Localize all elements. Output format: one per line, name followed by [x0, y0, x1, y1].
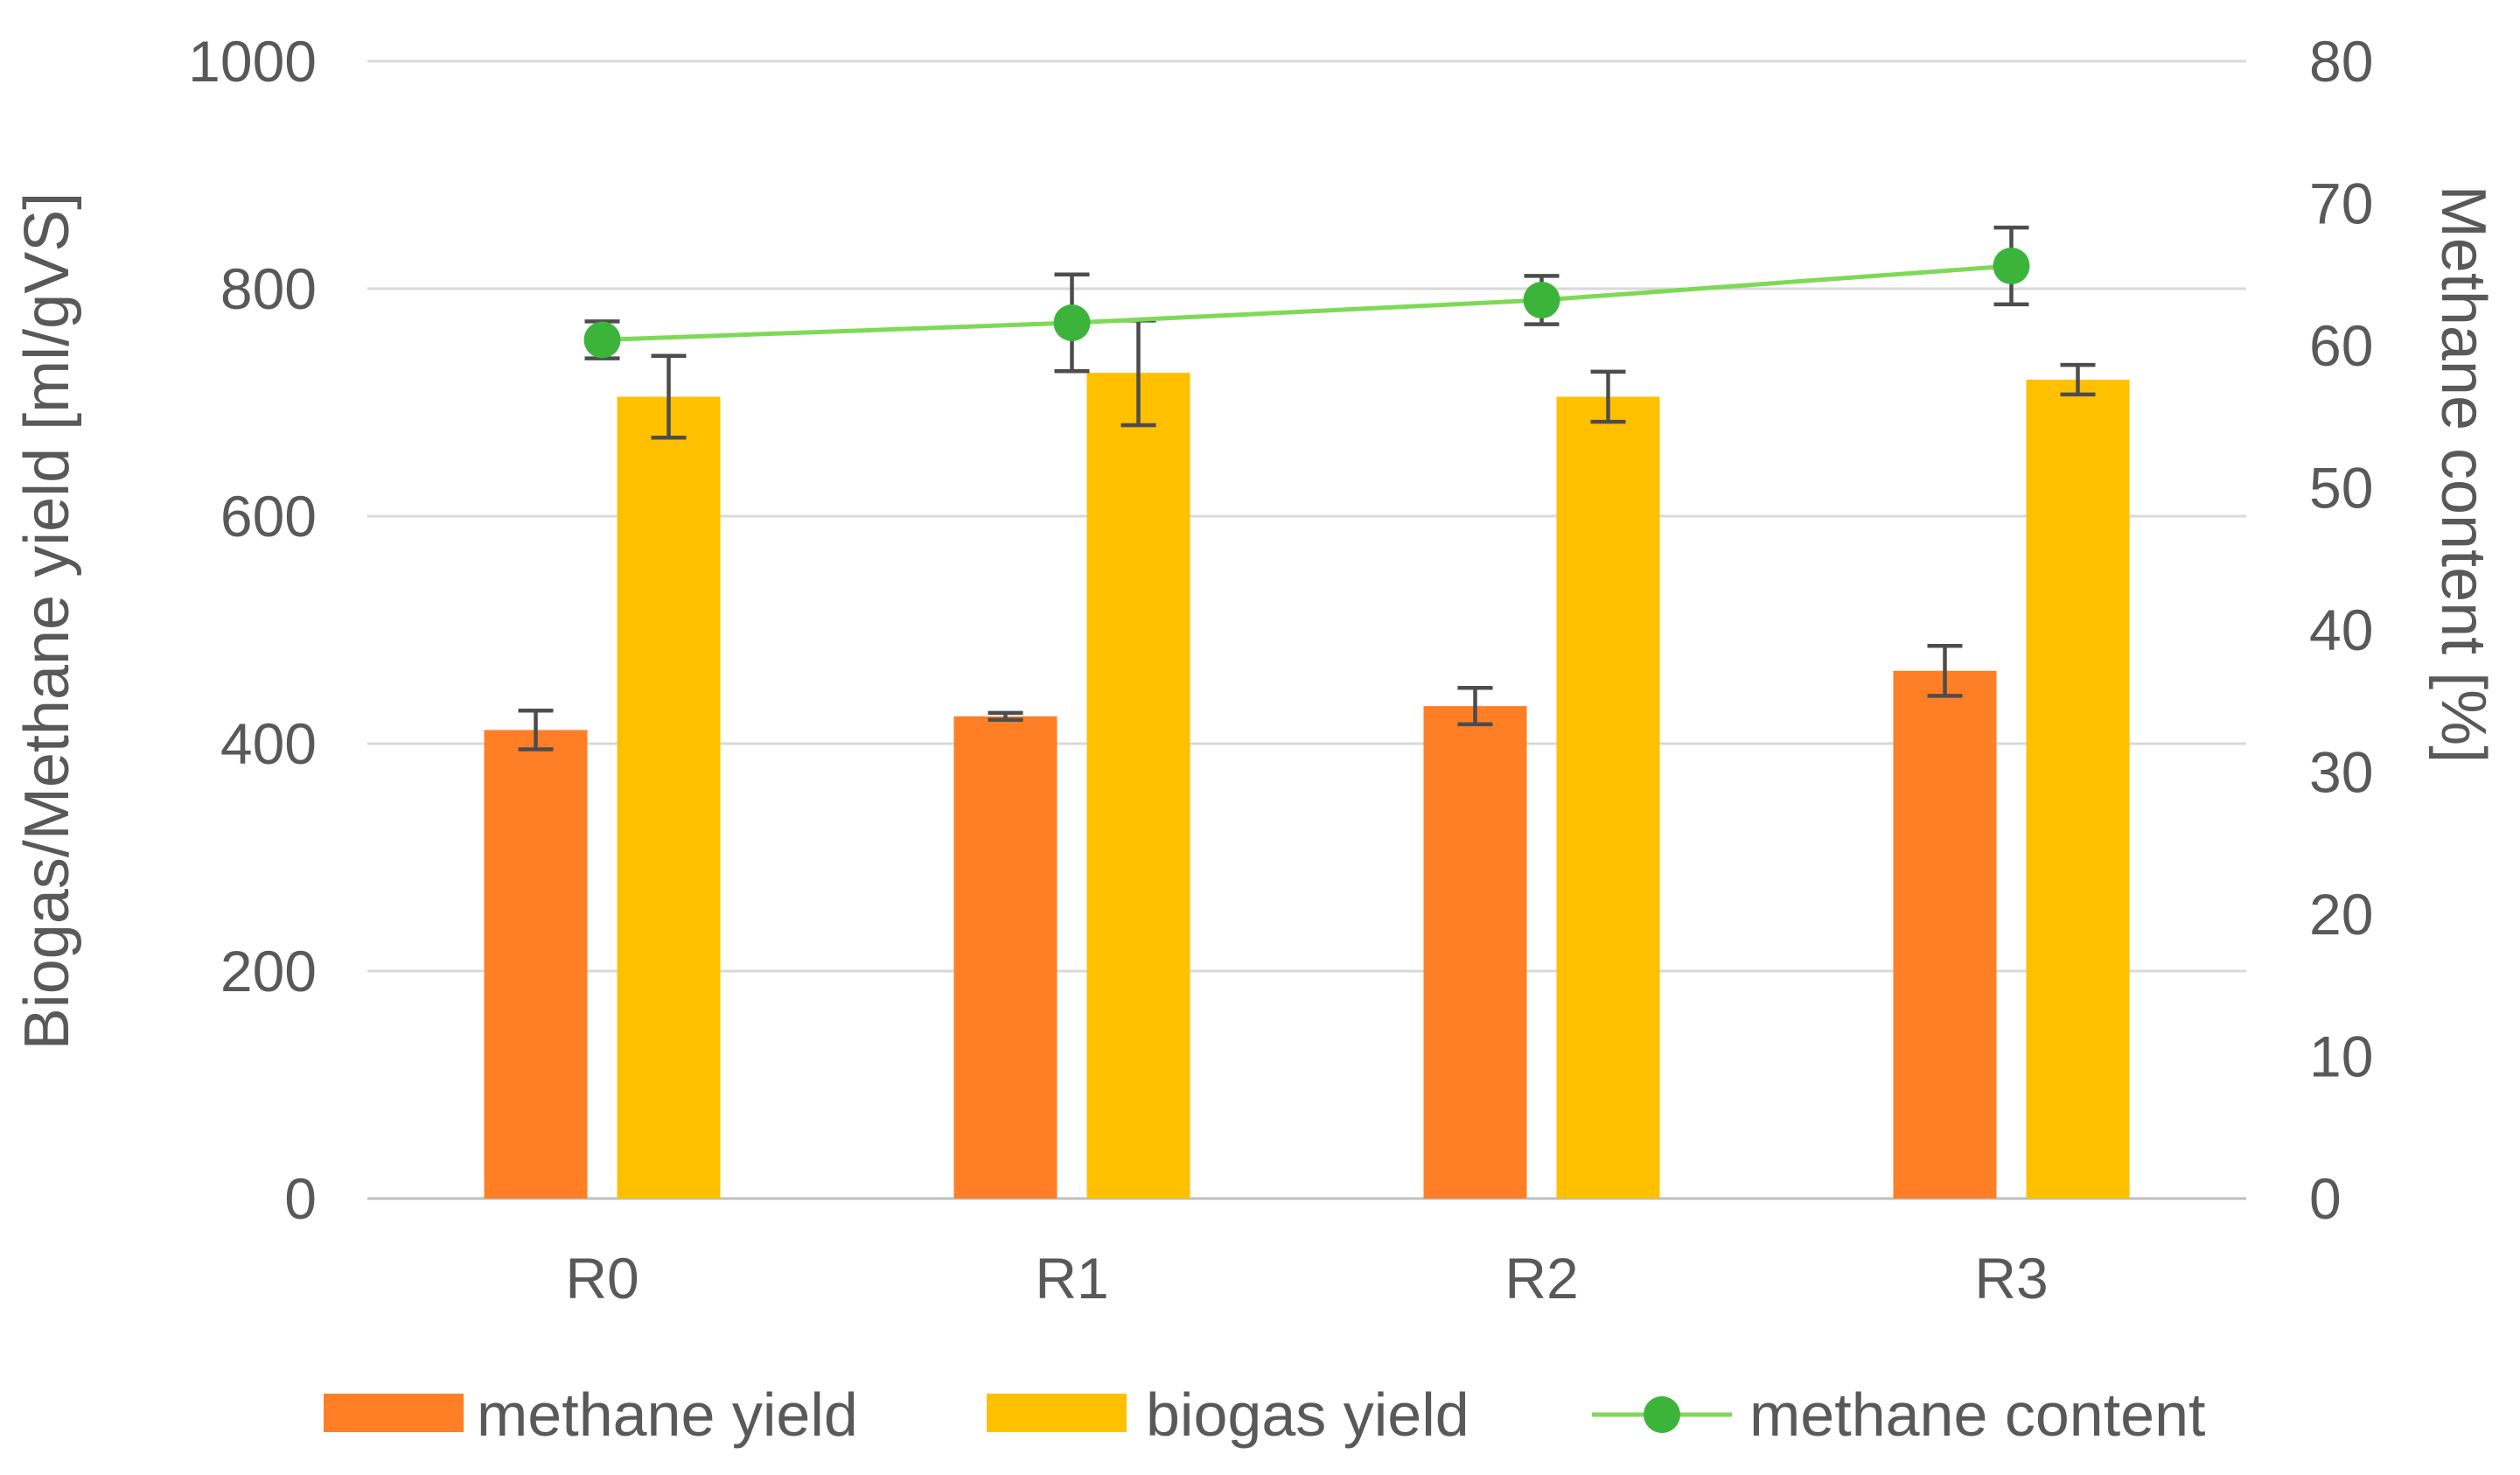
y2-tick-label: 30	[2309, 740, 2373, 805]
x-tick-label: R2	[1504, 1246, 1578, 1311]
methane-yield-bar	[1893, 670, 1997, 1199]
y2-tick-label: 0	[2309, 1166, 2342, 1231]
legend-label-methane-yield: methane yield	[477, 1381, 858, 1449]
legend-marker-methane-content	[1644, 1396, 1680, 1433]
biogas-yield-bar	[617, 396, 721, 1199]
legend-swatch-methane-yield	[324, 1394, 464, 1432]
biogas-yield-bar	[2026, 380, 2130, 1199]
methane-yield-error-bar	[518, 709, 554, 751]
x-tick-label: R1	[1035, 1246, 1108, 1311]
y2-tick-label: 40	[2309, 598, 2373, 662]
methane-content-line	[583, 225, 2030, 374]
y-tick-label: 1000	[188, 29, 317, 94]
x-tick-label: R0	[565, 1246, 639, 1311]
biogas-yield-bar	[1086, 373, 1190, 1199]
methane-yield-error-bar	[1927, 643, 1963, 698]
methane-yield-error-bar	[1457, 686, 1493, 727]
axis-titles: Biogas/Methane yield [ml/gVS] Methane co…	[12, 185, 2498, 1050]
methane-content-polyline	[602, 263, 2012, 342]
methane-yield-bar	[953, 716, 1058, 1199]
tick-labels: 0 200 400 600 800 1000 0 10 20 30 40 50 60 70 80 R0 R1 R2…	[188, 29, 2373, 1311]
methane-content-marker	[1053, 304, 1091, 341]
y2-tick-label: 80	[2309, 29, 2373, 94]
biogas-yield-error-bar	[2060, 362, 2096, 397]
legend-label-methane-content: methane content	[1749, 1381, 2205, 1449]
methane-content-marker	[583, 321, 621, 359]
legend: methane yield biogas yield methane content	[324, 1381, 2205, 1449]
legend-item-methane-content: methane content	[1592, 1381, 2205, 1449]
biogas-yield-error-bar	[651, 353, 687, 440]
y-tick-label: 200	[220, 939, 317, 1003]
legend-item-methane-yield: methane yield	[324, 1381, 858, 1449]
methane-yield-bar	[484, 730, 588, 1199]
y2-tick-label: 70	[2309, 171, 2373, 236]
legend-label-biogas-yield: biogas yield	[1146, 1381, 1469, 1449]
legend-item-biogas-yield: biogas yield	[987, 1381, 1469, 1449]
biogas-yield-error-bar	[1590, 369, 1626, 424]
biogas-yield-bar	[1556, 396, 1660, 1199]
methane-content-marker	[1993, 248, 2030, 284]
y-tick-label: 800	[220, 256, 317, 321]
methane-content-marker	[1523, 282, 1560, 318]
y-tick-label: 400	[220, 711, 317, 776]
y2-tick-label: 60	[2309, 313, 2373, 378]
x-tick-label: R3	[1974, 1246, 2048, 1311]
y-axis-title: Biogas/Methane yield [ml/gVS]	[12, 192, 82, 1051]
methane-yield-error-bar	[988, 710, 1023, 722]
y-tick-label: 600	[220, 484, 317, 549]
bars	[484, 373, 2130, 1199]
y2-tick-label: 20	[2309, 882, 2373, 947]
y2-axis-title: Methane content [%]	[2428, 185, 2498, 763]
y-tick-label: 0	[284, 1166, 317, 1231]
methane-yield-bar	[1423, 706, 1527, 1199]
y2-tick-label: 50	[2309, 456, 2373, 521]
y2-tick-label: 10	[2309, 1024, 2373, 1089]
legend-swatch-biogas-yield	[987, 1394, 1127, 1432]
error-bars	[518, 318, 2096, 751]
